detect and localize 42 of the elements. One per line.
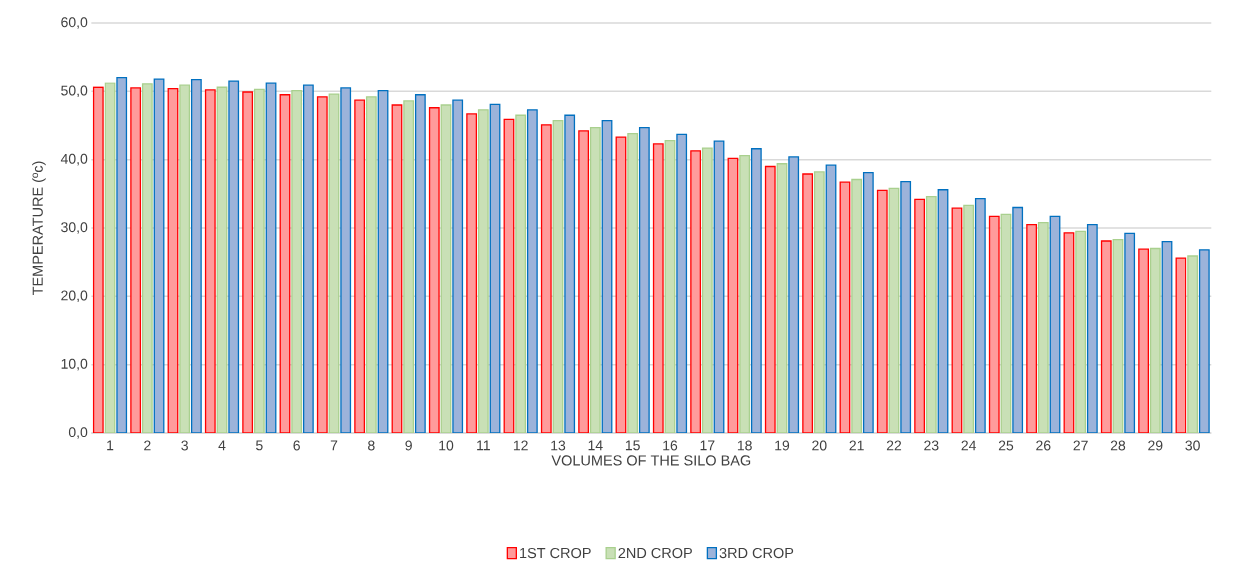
legend-label: 2ND CROP <box>618 547 692 559</box>
x-tick-label: 30 <box>1185 440 1200 451</box>
x-tick-label: 26 <box>1036 440 1051 451</box>
x-tick-label: 22 <box>886 440 902 451</box>
y-tick-label: 50,0 <box>61 85 88 98</box>
y-tick-label: 60,0 <box>61 17 88 29</box>
y-tick-label: 10,0 <box>61 358 88 371</box>
y-axis-title: TEMPERATURE (ºc) <box>32 161 46 296</box>
x-tick-label: 4 <box>218 440 226 451</box>
x-tick-label: 17 <box>700 440 715 451</box>
x-tick-label: 3 <box>181 440 188 451</box>
x-tick-label: 9 <box>405 440 412 451</box>
x-tick-label: 20 <box>812 440 827 451</box>
x-tick-label: 16 <box>663 440 678 451</box>
x-tick-label: 8 <box>368 440 375 451</box>
x-axis-title: VOLUMES OF THE SILO BAG <box>551 455 751 466</box>
y-tick-label: 30,0 <box>61 222 88 234</box>
y-tick-label: 0,0 <box>68 427 88 439</box>
y-tick-label: 20,0 <box>61 290 88 303</box>
x-tick-label: 19 <box>775 440 790 451</box>
legend-label: 1ST CROP <box>520 547 591 559</box>
x-tick-label: 23 <box>924 440 939 451</box>
x-tick-label: 29 <box>1148 440 1163 451</box>
x-tick-label: 6 <box>293 440 300 451</box>
x-tick-label: 7 <box>330 440 338 451</box>
x-tick-label: 27 <box>1073 440 1088 451</box>
legend-label: 3RD CROP <box>719 547 794 559</box>
x-tick-label: 1 <box>107 440 114 451</box>
x-tick-label: 5 <box>256 440 263 451</box>
x-tick-label: 2 <box>144 440 151 451</box>
x-tick-label: 13 <box>551 440 566 451</box>
x-tick-label: 11 <box>477 440 490 451</box>
x-tick-label: 24 <box>961 440 977 451</box>
x-tick-label: 10 <box>439 440 454 451</box>
x-tick-label: 25 <box>998 440 1014 451</box>
x-tick-label: 18 <box>737 440 752 451</box>
x-tick-label: 12 <box>513 440 528 451</box>
x-tick-label: 15 <box>625 440 640 451</box>
y-tick-label: 40,0 <box>60 153 88 166</box>
x-tick-label: 21 <box>849 440 864 451</box>
x-tick-label: 28 <box>1110 440 1126 451</box>
x-tick-label: 14 <box>588 440 603 451</box>
